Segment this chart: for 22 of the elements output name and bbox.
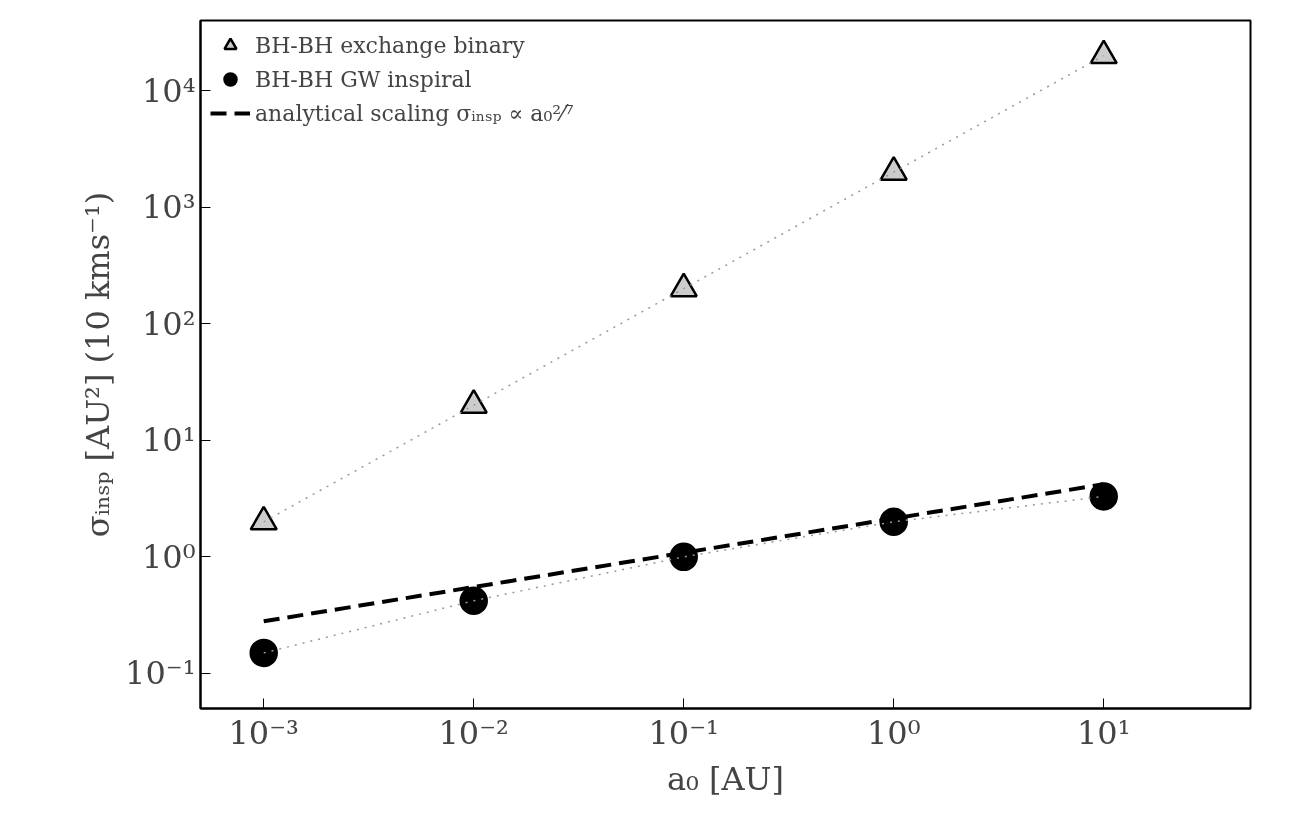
x-tick-label: 10⁻¹: [648, 713, 719, 752]
point: [459, 586, 488, 615]
y-tick-label: 10²: [141, 304, 196, 343]
point: [879, 155, 908, 181]
x-tick-label: 10⁰: [866, 713, 921, 752]
legend-label: analytical scaling σᵢₙₛₚ ∝ a₀²⁄⁷: [255, 100, 574, 126]
x-tick-label: 10¹: [1076, 713, 1131, 752]
point: [669, 272, 698, 298]
legend-label: BH-BH exchange binary: [255, 32, 525, 58]
point: [1089, 39, 1118, 65]
y-tick-label: 10⁻¹: [125, 654, 196, 693]
y-axis-title: σᵢₙₛₚ [AU²] (10 kms⁻¹): [79, 191, 118, 538]
y-tick-label: 10⁴: [141, 71, 196, 110]
legend-label: BH-BH GW inspiral: [255, 66, 472, 92]
x-tick-label: 10⁻²: [438, 713, 509, 752]
y-tick-label: 10¹: [141, 421, 196, 460]
y-tick-label: 10⁰: [141, 537, 196, 576]
x-axis-title: a₀ [AU]: [666, 759, 785, 798]
point: [249, 638, 278, 668]
point: [1089, 482, 1118, 511]
y-tick-label: 10³: [141, 188, 196, 227]
x-tick-label: 10⁻³: [228, 713, 299, 752]
